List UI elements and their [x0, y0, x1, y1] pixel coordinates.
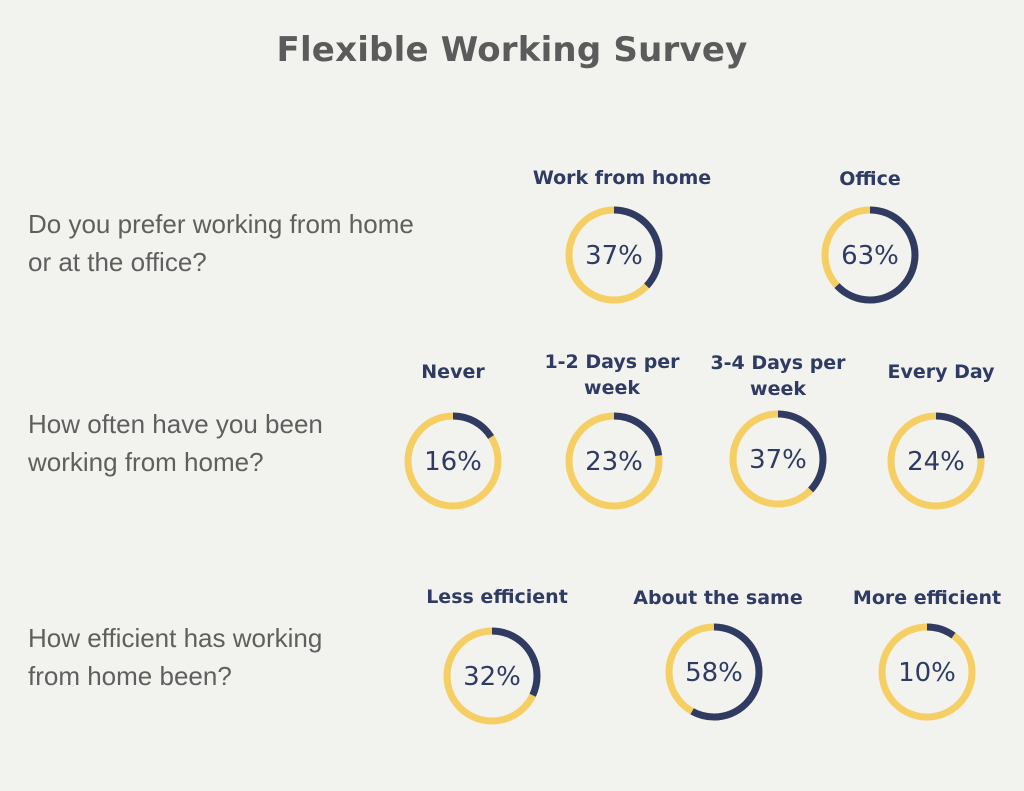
donut-value: 10%: [898, 658, 956, 688]
label-more-efficient: More efficient: [852, 587, 1002, 609]
label-every-day: Every Day: [887, 361, 995, 383]
donut-value: 32%: [463, 662, 521, 692]
donut-value: 16%: [424, 447, 482, 477]
donut-value: 37%: [749, 445, 807, 475]
donut-about-the-same: 58%: [665, 623, 763, 721]
question-efficiency: How efficient has working from home been…: [28, 623, 323, 691]
donut-arc: [729, 410, 827, 508]
label-about-the-same: About the same: [633, 587, 803, 609]
label-never: Never: [421, 361, 485, 383]
donut-value: 58%: [685, 658, 743, 688]
donut-more-efficient: 10%: [878, 623, 976, 721]
donut-arc: [565, 412, 663, 510]
donut-arc: [878, 623, 976, 721]
donut-arc: [821, 206, 919, 304]
label-office: Office: [839, 168, 901, 190]
label-1-2-days: 1-2 Days per week: [544, 351, 680, 399]
donut-arc: [565, 206, 663, 304]
label-work-from-home: Work from home: [532, 167, 712, 189]
donut-arc: [665, 623, 763, 721]
donut-arc: [887, 412, 985, 510]
donut-value: 23%: [585, 447, 643, 477]
donut-never: 16%: [404, 412, 502, 510]
question-frequency: How often have you been working from hom…: [28, 409, 323, 477]
donut-1-2-days: 23%: [565, 412, 663, 510]
donut-value: 37%: [585, 241, 643, 271]
donut-office: 63%: [821, 206, 919, 304]
donut-every-day: 24%: [887, 412, 985, 510]
donut-arc: [443, 627, 541, 725]
donut-value: 24%: [907, 447, 965, 477]
donut-less-efficient: 32%: [443, 627, 541, 725]
donut-work-from-home: 37%: [565, 206, 663, 304]
donut-arc: [404, 412, 502, 510]
chart-title: Flexible Working Survey: [276, 30, 748, 70]
label-less-efficient: Less efficient: [426, 586, 568, 608]
donut-3-4-days: 37%: [729, 410, 827, 508]
question-preference: Do you prefer working from home or at th…: [28, 209, 414, 277]
donut-value: 63%: [841, 241, 899, 271]
label-3-4-days: 3-4 Days per week: [710, 352, 846, 400]
